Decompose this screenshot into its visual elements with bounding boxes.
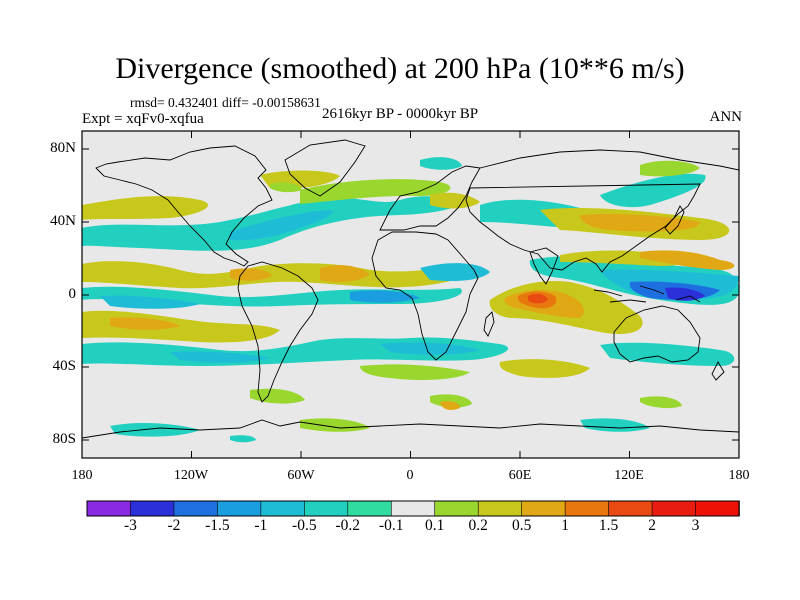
- coastline-india: [529, 247, 559, 285]
- contour-positive: [270, 182, 302, 193]
- coastline-asia: [465, 149, 739, 273]
- contour-negative: [110, 423, 200, 437]
- coastline-europe: [379, 165, 481, 231]
- season-label: ANN: [709, 109, 743, 125]
- contour-positive: [430, 394, 472, 408]
- contour-negative: [350, 290, 420, 303]
- colorbar-swatch: [651, 500, 697, 517]
- colorbar-swatch: [347, 500, 393, 517]
- contour-positive: [82, 261, 473, 289]
- colorbar-swatch: [304, 500, 349, 517]
- colorbar-swatch: [608, 500, 653, 517]
- coastline-new-zealand: [711, 361, 725, 381]
- colorbar-label: -2: [167, 517, 181, 534]
- lat-label: 80S: [52, 431, 76, 447]
- stats-label: rmsd= 0.432401 diff= -0.00158631: [130, 95, 321, 110]
- colorbar-frame: [86, 500, 740, 517]
- colorbar-label: -0.1: [378, 517, 404, 534]
- colorbar-label: 1: [561, 517, 569, 534]
- colorbar-label: 2: [648, 517, 656, 534]
- contour-positive: [110, 317, 180, 330]
- lat-label: 40N: [50, 213, 76, 229]
- coastline-africa: [371, 231, 479, 361]
- lon-label: 120W: [173, 468, 209, 483]
- contour-positive: [640, 396, 682, 409]
- colorbar-label: 3: [691, 517, 700, 534]
- lon-label: 180: [728, 468, 750, 483]
- contour-positive: [440, 401, 460, 410]
- contour-negative: [100, 295, 200, 309]
- coastline-madagascar: [483, 311, 495, 337]
- lat-label: 80N: [50, 140, 76, 156]
- colorbar-label: 0.2: [468, 517, 488, 534]
- colorbar: [86, 500, 740, 517]
- axis-ticks: [81, 131, 740, 458]
- colorbar-label: -0.2: [335, 517, 361, 534]
- lon-label: 0: [406, 468, 414, 483]
- lon-label: 60W: [287, 468, 315, 483]
- contour-positive: [360, 364, 470, 380]
- coastline-greenland: [284, 139, 366, 197]
- colorbar-label: -1: [254, 517, 268, 534]
- colorbar-swatch: [434, 500, 480, 517]
- colorbar-label: 0.5: [511, 517, 532, 534]
- lat-label: 40S: [52, 358, 76, 374]
- coastline-antarctica: [82, 419, 739, 439]
- lon-label: 180: [71, 468, 93, 483]
- contour-positive: [580, 213, 700, 232]
- coastlines: [82, 139, 739, 439]
- colorbar-label: -3: [123, 517, 137, 534]
- coastline-north-america: [95, 145, 273, 267]
- contour-positive: [300, 179, 451, 204]
- divergence-field: [82, 157, 739, 443]
- coastline-australia: [613, 305, 701, 363]
- contour-positive: [499, 359, 590, 378]
- coastline-japan: [664, 205, 685, 235]
- contour-negative: [420, 157, 462, 170]
- colorbar-swatch: [695, 500, 740, 517]
- contour-negative: [230, 435, 256, 443]
- contour-negative: [600, 342, 735, 366]
- colorbar-swatch: [173, 500, 219, 517]
- contour-positive: [300, 418, 370, 432]
- colorbar-swatch: [564, 500, 610, 517]
- coastline-south-america: [237, 261, 319, 403]
- colorbar-label: -1.5: [205, 517, 230, 534]
- lon-label: 60E: [508, 468, 532, 483]
- experiment-label: Expt = xqFv0-xqfua: [82, 111, 204, 127]
- contour-positive: [230, 268, 272, 281]
- colorbar-swatch: [260, 500, 306, 517]
- contour-negative: [380, 342, 480, 355]
- lat-label: 0: [68, 286, 77, 302]
- colorbar-swatch: [521, 500, 566, 517]
- contour-positive: [640, 250, 735, 270]
- colorbar-label: -0.5: [292, 517, 317, 534]
- colorbar-swatch: [477, 500, 523, 517]
- contour-positive: [82, 196, 209, 220]
- period-label: 2616kyr BP - 0000kyr BP: [322, 106, 479, 122]
- contour-negative: [170, 351, 270, 363]
- contour-negative: [230, 210, 333, 241]
- contour-negative: [665, 287, 705, 301]
- lon-label: 120E: [614, 468, 644, 483]
- colorbar-label: 1.5: [598, 517, 619, 534]
- contour-positive: [528, 293, 548, 304]
- contour-negative: [600, 173, 706, 208]
- colorbar-swatch: [130, 500, 175, 517]
- contour-negative: [580, 418, 650, 432]
- contour-positive: [640, 160, 700, 177]
- map-title: Divergence (smoothed) at 200 hPa (10**6 …: [115, 52, 685, 85]
- colorbar-swatch: [390, 500, 436, 517]
- coastline-indonesia: [593, 285, 701, 303]
- colorbar-swatch: [86, 500, 132, 517]
- contour-positive: [320, 265, 370, 282]
- colorbar-swatch: [217, 500, 262, 517]
- colorbar-label: 0.1: [425, 517, 445, 534]
